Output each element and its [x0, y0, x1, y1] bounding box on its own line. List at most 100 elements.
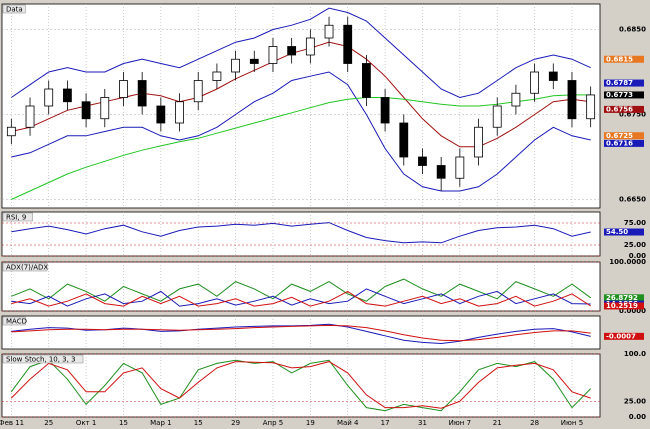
y-tick-label: 0.00	[629, 252, 646, 260]
x-tick-label: 31	[418, 419, 427, 427]
candle-body	[44, 88, 54, 107]
candle-body	[137, 80, 147, 107]
candle-body	[231, 58, 240, 73]
candle-body	[343, 24, 353, 64]
y-tick-label: 100.0000	[609, 258, 646, 266]
x-tick-label: Апр 5	[263, 419, 284, 427]
price-marker	[604, 79, 644, 87]
y-tick-label: 100.0	[624, 350, 646, 358]
panel	[1, 211, 601, 257]
candle-body	[567, 80, 577, 120]
price-marker-label: 54.50	[606, 228, 628, 236]
price-marker	[604, 139, 644, 147]
panel-title: RSI, 9	[6, 214, 26, 222]
candle-body	[511, 92, 521, 107]
series-line	[11, 71, 591, 192]
y-tick-label: 25.00	[624, 397, 646, 405]
title-box	[2, 4, 26, 14]
candle-body	[81, 101, 91, 120]
x-tick-label: 15	[119, 419, 128, 427]
price-marker-label: 26.8792	[606, 294, 638, 302]
price-marker-label: 0.6725	[606, 132, 633, 140]
panel-title: ADX(7)/ADX	[6, 264, 48, 272]
panel	[1, 3, 601, 209]
candle-body	[474, 126, 483, 158]
series-line	[10, 361, 591, 409]
x-tick-label: Май 4	[337, 419, 359, 427]
title-box	[2, 316, 26, 326]
series-line	[11, 290, 591, 307]
y-tick-label: 0.00	[629, 413, 646, 421]
candle-body	[119, 80, 128, 98]
series-line	[11, 222, 591, 244]
candle-body	[305, 37, 315, 56]
price-marker-label: 0.6716	[606, 139, 633, 147]
candle-body	[175, 101, 184, 124]
candle-body	[287, 46, 297, 56]
candle-body	[100, 97, 110, 120]
x-tick-label: 29	[231, 419, 240, 427]
price-marker	[604, 332, 644, 340]
x-tick-label: 15	[194, 419, 203, 427]
price-marker	[604, 294, 644, 302]
candle-body	[399, 122, 409, 158]
price-marker	[604, 91, 644, 99]
y-tick-label: 0.0000	[619, 307, 646, 315]
candle-body	[25, 105, 35, 128]
x-tick-label: 19	[306, 419, 315, 427]
x-tick-label: Июн 7	[449, 419, 471, 427]
candle-body	[548, 71, 558, 81]
price-marker-label: 0.6756	[606, 105, 633, 113]
candle-body	[418, 156, 427, 166]
x-tick-label: Июн 5	[561, 419, 583, 427]
price-marker-label: 0.6773	[606, 91, 633, 99]
price-marker-label: 10.2519	[606, 302, 638, 310]
price-marker-label: 0.6787	[606, 79, 633, 87]
candle-body	[249, 58, 259, 64]
series-line	[11, 7, 591, 99]
candle-body	[586, 94, 596, 120]
series-line	[10, 359, 592, 412]
x-tick-label: 25	[44, 419, 53, 427]
candle-body	[6, 126, 16, 137]
x-tick-label: Мар 1	[150, 419, 171, 427]
panel-title: MACD	[6, 318, 27, 326]
candle-body	[324, 24, 334, 39]
price-marker	[604, 302, 644, 310]
x-tick-label: 28	[530, 419, 539, 427]
x-tick-label: Окт 1	[76, 419, 97, 427]
x-tick-label: 17	[381, 419, 390, 427]
price-marker	[604, 228, 644, 236]
x-tick-label: Фев 11	[0, 419, 24, 427]
title-box	[2, 262, 48, 272]
title-box	[2, 212, 33, 222]
y-tick-label: 75.00	[624, 219, 646, 227]
y-tick-label: 0.6750	[619, 111, 646, 119]
candle-body	[362, 63, 371, 98]
series-line	[11, 324, 591, 342]
panel	[1, 315, 601, 350]
candle-body	[455, 156, 465, 179]
candle-body	[492, 105, 502, 128]
y-tick-label: 0.6650	[619, 196, 646, 204]
candle-body	[193, 80, 203, 103]
series-line	[11, 278, 591, 302]
price-marker	[604, 55, 644, 63]
y-tick-label: 25.00	[624, 241, 646, 249]
series-line	[11, 94, 591, 200]
panel	[1, 353, 601, 418]
price-marker-label: 0.6815	[606, 55, 633, 63]
candle-body	[63, 88, 72, 103]
price-marker	[604, 105, 644, 113]
x-tick-label: 21	[493, 419, 502, 427]
panel-title: Slow Stoch, 10, 3, 3	[6, 356, 76, 364]
candle-body	[436, 165, 446, 179]
price-marker-label: -0.0007	[606, 332, 636, 340]
y-tick-label: 0.6850	[619, 26, 646, 34]
panel-title: Data	[6, 6, 23, 14]
title-box	[2, 354, 84, 364]
price-marker	[604, 132, 644, 140]
candle-body	[530, 71, 539, 94]
candle-body	[212, 71, 222, 81]
